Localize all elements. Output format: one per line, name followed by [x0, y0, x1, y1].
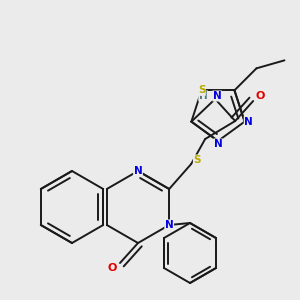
- Text: S: S: [198, 85, 205, 95]
- Text: S: S: [194, 155, 201, 165]
- Text: H: H: [199, 91, 208, 101]
- Text: N: N: [244, 117, 253, 127]
- Text: N: N: [165, 220, 174, 230]
- Text: N: N: [214, 139, 222, 149]
- Text: N: N: [213, 91, 222, 101]
- Text: O: O: [107, 263, 117, 273]
- Text: O: O: [256, 91, 265, 101]
- Text: N: N: [134, 166, 142, 176]
